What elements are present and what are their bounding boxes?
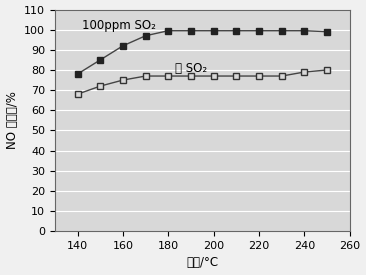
Y-axis label: NO 脱除率/%: NO 脱除率/% [5, 91, 19, 149]
X-axis label: 温度/°C: 温度/°C [186, 257, 219, 269]
Text: 无 SO₂: 无 SO₂ [175, 62, 207, 76]
Text: 100ppm SO₂: 100ppm SO₂ [82, 19, 156, 32]
